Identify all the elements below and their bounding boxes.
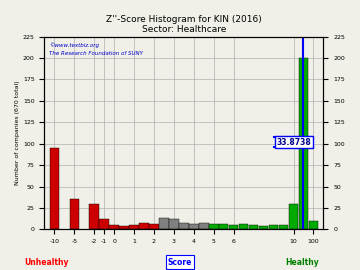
Text: 33.8738: 33.8738: [276, 137, 311, 147]
Bar: [139, 223, 149, 230]
Bar: [199, 224, 208, 230]
Bar: [249, 225, 258, 229]
Bar: [69, 200, 79, 230]
Text: The Research Foundation of SUNY: The Research Foundation of SUNY: [49, 51, 143, 56]
Bar: [289, 204, 298, 230]
Bar: [149, 224, 159, 229]
Bar: [219, 224, 229, 229]
Title: Z''-Score Histogram for KIN (2016)
Sector: Healthcare: Z''-Score Histogram for KIN (2016) Secto…: [106, 15, 262, 34]
Bar: [309, 221, 318, 230]
Bar: [299, 58, 308, 230]
Bar: [179, 223, 189, 230]
Bar: [189, 224, 199, 229]
Bar: [229, 225, 238, 229]
Bar: [129, 225, 139, 229]
Bar: [169, 219, 179, 230]
Bar: [109, 225, 119, 229]
Bar: [239, 224, 248, 229]
Bar: [259, 226, 268, 229]
Bar: [159, 218, 169, 230]
Bar: [50, 148, 59, 230]
Text: Healthy: Healthy: [285, 258, 319, 266]
Text: ©www.textbiz.org: ©www.textbiz.org: [49, 42, 99, 48]
Bar: [209, 224, 219, 229]
Bar: [120, 226, 129, 229]
Bar: [269, 225, 278, 229]
Bar: [90, 204, 99, 230]
Text: Score: Score: [168, 258, 192, 266]
Bar: [99, 219, 109, 230]
Text: Unhealthy: Unhealthy: [24, 258, 69, 266]
Bar: [279, 225, 288, 229]
Y-axis label: Number of companies (670 total): Number of companies (670 total): [15, 81, 20, 185]
